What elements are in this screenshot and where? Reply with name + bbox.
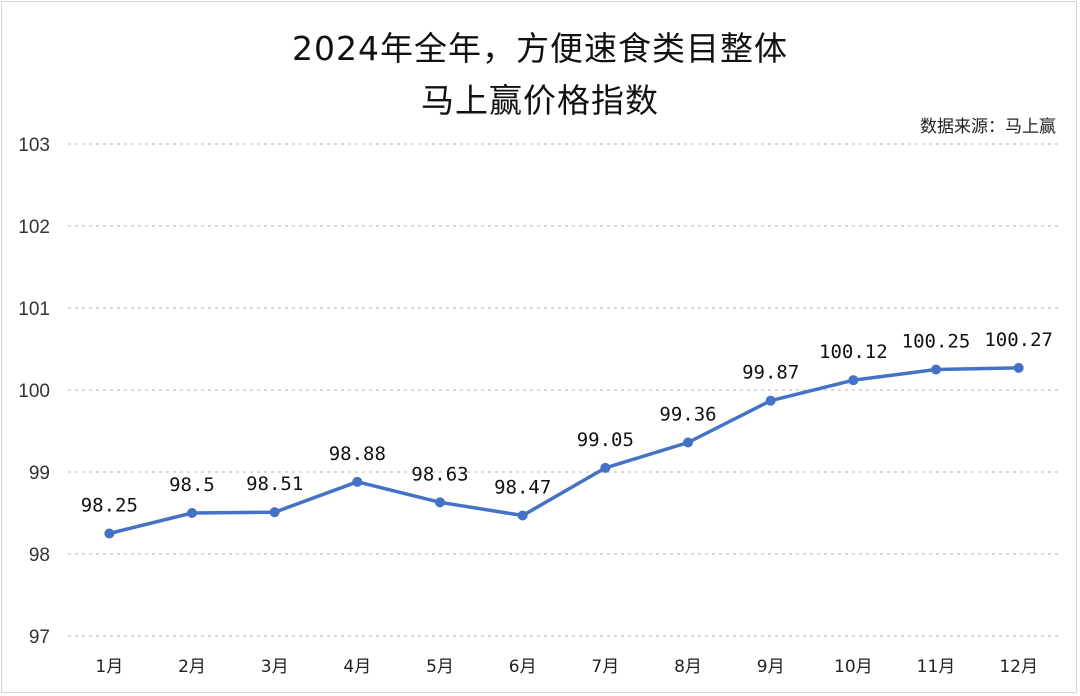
chart-title-line2: 马上赢价格指数 (421, 81, 659, 120)
chart-title-line1: 2024年全年，方便速食类目整体 (292, 29, 788, 68)
data-point (848, 375, 859, 386)
series-line (107, 366, 1021, 536)
data-label: 99.36 (659, 403, 716, 425)
data-label: 100.12 (819, 341, 888, 363)
data-point (765, 395, 776, 406)
x-tick-label: 12月 (999, 657, 1038, 677)
data-label: 98.47 (494, 476, 551, 498)
data-label: 98.51 (246, 473, 303, 495)
data-point (269, 507, 280, 518)
x-tick-label: 4月 (343, 657, 371, 677)
data-label: 99.87 (742, 362, 799, 384)
x-tick-label: 11月 (917, 657, 956, 677)
data-point (517, 510, 528, 521)
data-point (104, 528, 115, 539)
x-tick-label: 6月 (509, 657, 537, 677)
y-tick-label: 101 (18, 299, 50, 320)
x-tick-label: 10月 (834, 657, 873, 677)
x-tick-label: 1月 (95, 657, 123, 677)
y-tick-label: 103 (18, 135, 50, 156)
data-label: 98.63 (411, 463, 468, 485)
data-label: 98.5 (169, 474, 215, 496)
x-tick-label: 9月 (757, 657, 785, 677)
y-tick-label: 99 (29, 463, 50, 484)
data-label: 99.05 (577, 429, 634, 451)
x-tick-label: 2月 (178, 657, 206, 677)
data-label: 100.27 (984, 329, 1053, 351)
x-tick-label: 7月 (591, 657, 619, 677)
y-tick-label: 98 (29, 545, 50, 566)
data-point (931, 364, 941, 375)
data-point (600, 462, 611, 473)
x-tick-label: 5月 (426, 657, 454, 677)
data-point (352, 476, 363, 487)
data-point (435, 497, 445, 508)
data-label: 98.88 (329, 443, 386, 465)
y-tick-label: 97 (29, 627, 50, 648)
data-label: 98.25 (81, 495, 138, 517)
data-point (1013, 362, 1024, 373)
source-note: 数据来源：马上赢 (920, 117, 1056, 137)
x-tick-label: 8月 (674, 657, 702, 677)
y-tick-label: 102 (18, 217, 50, 238)
data-point (683, 437, 693, 448)
x-tick-label: 3月 (261, 657, 289, 677)
data-point (187, 508, 197, 518)
y-tick-label: 100 (18, 381, 50, 402)
data-label: 100.25 (902, 331, 971, 353)
